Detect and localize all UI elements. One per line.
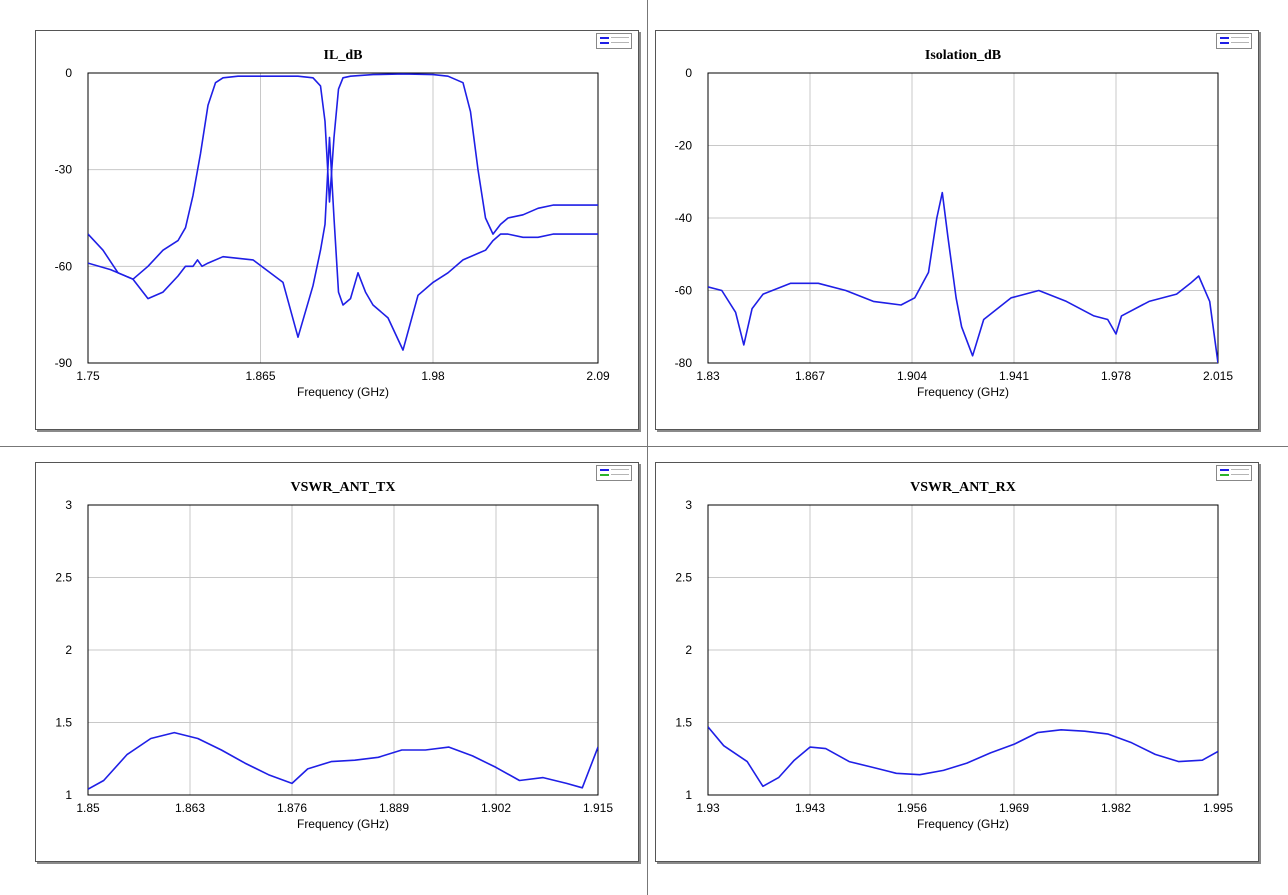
x-tick-label: 1.904	[897, 369, 927, 383]
chart-vswr-rx: VSWR_ANT_RX 1.93 1.943 1.956 1.969 1.982 1.995…	[675, 480, 1233, 831]
y-tick-label: -20	[675, 139, 693, 153]
x-tick-label: 1.915	[583, 801, 613, 815]
series-line-2	[88, 73, 598, 280]
legend-entry	[1231, 469, 1249, 470]
legend-entry	[1231, 474, 1249, 475]
chart-title: IL_dB	[324, 48, 363, 63]
y-tick-label: -60	[55, 259, 73, 273]
series-line-1	[708, 191, 1218, 363]
plot-frame	[87, 72, 599, 364]
x-axis-title: Frequency (GHz)	[297, 385, 389, 399]
legend-swatch	[600, 37, 609, 39]
legend-swatch	[600, 42, 609, 44]
series-line-1	[88, 731, 598, 790]
y-tick-label: 1.5	[55, 716, 72, 730]
y-tick-label: -80	[675, 356, 693, 370]
plot-frame	[707, 504, 1219, 796]
grid-lines	[87, 504, 599, 796]
legend-swatch	[1220, 42, 1229, 44]
legend-swatch	[1220, 474, 1229, 476]
x-tick-label: 1.867	[795, 369, 825, 383]
grid-lines	[707, 504, 1219, 796]
x-tick-label: 1.98	[421, 369, 445, 383]
grid-lines	[707, 72, 1219, 364]
legend-entry	[611, 42, 629, 43]
legend-entry	[611, 469, 629, 470]
x-tick-label: 1.956	[897, 801, 927, 815]
horizontal-divider	[0, 446, 1288, 447]
y-tick-label: 2.5	[675, 571, 692, 585]
legend-box	[1216, 33, 1252, 49]
x-tick-label: 1.943	[795, 801, 825, 815]
legend-box	[596, 465, 632, 481]
chart-panel-vswr-tx: VSWR_ANT_TX 1.85 1.863 1.876 1.889 1.902 1.915…	[35, 462, 639, 862]
legend-box	[596, 33, 632, 49]
legend-entry	[611, 474, 629, 475]
x-tick-label: 1.93	[696, 801, 720, 815]
legend-box	[1216, 465, 1252, 481]
y-tick-label: 3	[65, 498, 72, 512]
y-tick-label: -30	[55, 163, 73, 177]
plot-frame	[87, 504, 599, 796]
x-tick-label: 1.982	[1101, 801, 1131, 815]
legend-entry	[1231, 37, 1249, 38]
legend-entry	[611, 37, 629, 38]
legend-swatch	[600, 469, 609, 471]
x-axis-title: Frequency (GHz)	[297, 817, 389, 831]
plot-frame	[707, 72, 1219, 364]
series-line-1	[708, 726, 1218, 788]
chart-panel-il: IL_dB 1.75 1.865 1.98 2.09 0 -30 -60 -90 Frequenc…	[35, 30, 639, 430]
series-line-1	[88, 136, 598, 351]
chart-vswr-tx: VSWR_ANT_TX 1.85 1.863 1.876 1.889 1.902 1.915…	[55, 480, 613, 831]
chart-panel-isolation: Isolation_dB 1.83 1.867 1.904 1.941 1.978 2.01…	[655, 30, 1259, 430]
y-tick-label: 2.5	[55, 571, 72, 585]
x-tick-label: 1.863	[175, 801, 205, 815]
chart-panel-vswr-rx: VSWR_ANT_RX 1.93 1.943 1.956 1.969 1.982 1.995…	[655, 462, 1259, 862]
y-tick-label: 2	[65, 643, 72, 657]
chart-il: IL_dB 1.75 1.865 1.98 2.09 0 -30 -60 -90 Frequenc…	[55, 48, 610, 399]
y-tick-label: 1.5	[675, 716, 692, 730]
y-tick-label: 1	[685, 788, 692, 802]
x-axis-title: Frequency (GHz)	[917, 817, 1009, 831]
chart-isolation: Isolation_dB 1.83 1.867 1.904 1.941 1.978 2.01…	[675, 48, 1234, 399]
x-tick-label: 1.978	[1101, 369, 1131, 383]
x-tick-label: 1.85	[76, 801, 100, 815]
x-tick-label: 1.941	[999, 369, 1029, 383]
legend-swatch	[1220, 37, 1229, 39]
y-tick-label: -90	[55, 356, 73, 370]
chart-title: VSWR_ANT_RX	[910, 480, 1016, 495]
x-tick-label: 2.09	[586, 369, 610, 383]
y-tick-label: 2	[685, 643, 692, 657]
y-tick-label: -60	[675, 284, 693, 298]
x-tick-label: 1.75	[76, 369, 100, 383]
x-tick-label: 2.015	[1203, 369, 1233, 383]
x-tick-label: 1.865	[245, 369, 275, 383]
x-tick-label: 1.969	[999, 801, 1029, 815]
vertical-divider	[647, 0, 648, 895]
legend-swatch	[600, 474, 609, 476]
y-tick-label: 0	[685, 66, 692, 80]
x-tick-label: 1.902	[481, 801, 511, 815]
legend-entry	[1231, 42, 1249, 43]
grid-lines	[87, 72, 599, 364]
legend-swatch	[1220, 469, 1229, 471]
x-axis-title: Frequency (GHz)	[917, 385, 1009, 399]
y-tick-label: 0	[65, 66, 72, 80]
x-tick-label: 1.889	[379, 801, 409, 815]
y-tick-label: -40	[675, 211, 693, 225]
chart-title: Isolation_dB	[925, 48, 1001, 63]
chart-title: VSWR_ANT_TX	[290, 480, 395, 495]
x-tick-label: 1.876	[277, 801, 307, 815]
x-tick-label: 1.83	[696, 369, 720, 383]
y-tick-label: 1	[65, 788, 72, 802]
y-tick-label: 3	[685, 498, 692, 512]
x-tick-label: 1.995	[1203, 801, 1233, 815]
